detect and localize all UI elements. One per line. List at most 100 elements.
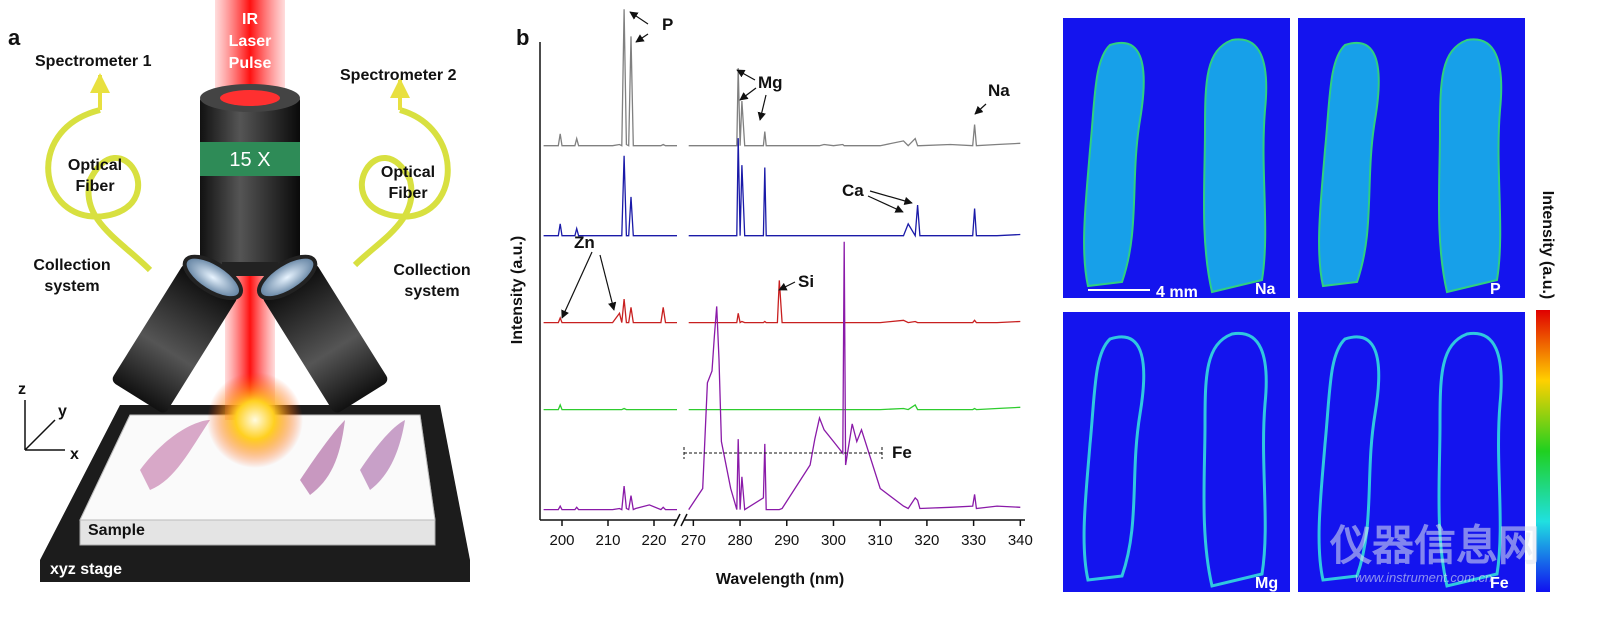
x-tick-label: 310 [868,532,893,549]
collection-label: system [404,283,459,300]
tissue-map [1318,42,1380,288]
peak-annotation: Ca [842,181,864,200]
tissue [300,420,345,495]
magnification: 15 X [229,149,270,171]
map-tissue [1318,38,1503,294]
x-tick-label: 280 [728,532,753,549]
map-label: Fe [1490,575,1509,592]
fe-bracket [683,447,883,459]
annotation-arrow [561,251,593,319]
tissue-map [1202,331,1268,588]
x-tick-label: 270 [681,532,706,549]
tissue-map [1083,42,1145,288]
objective-tip [222,262,278,276]
fiber-label: Optical [68,157,122,174]
axes-icon [24,400,65,451]
x-tick-label: 300 [821,532,846,549]
x-tick-label: 200 [549,532,574,549]
x-tick-label: 220 [641,532,666,549]
tissue [140,420,210,490]
fiber [352,107,451,268]
annotation-arrow [635,33,649,43]
x-tick-label: 290 [774,532,799,549]
collection-label: Collection [33,257,110,274]
schematic [24,0,470,582]
objective [200,95,300,265]
annotation-arrow [757,94,767,121]
axis-y: y [58,403,67,420]
x-axis-label: Wavelength (nm) [716,571,844,588]
x-tick-label: 340 [1008,532,1033,549]
map-tissue [1317,331,1503,588]
colorbar [1536,310,1550,592]
y-axis-label: Intensity (a.u.) [509,236,526,344]
spectrometer-label: Spectrometer 2 [340,67,457,84]
spectrum [543,486,677,511]
peak-annotation: Mg [758,73,783,92]
panel-label: b [516,25,529,50]
annotation-arrow [974,103,987,115]
x-tick-label: 210 [595,532,620,549]
map-panel [1063,312,1290,592]
map-label: Na [1255,281,1276,298]
colorbar-label: Intensity (a.u.) [1539,191,1556,299]
spectrometer-label: Spectrometer 1 [35,53,152,70]
map-label: P [1490,281,1501,298]
axis-z: z [18,381,26,398]
annotation-arrow [599,254,617,311]
spectrum [543,403,677,411]
spectrum [543,9,677,147]
spectrum [688,68,1021,147]
annotation-arrow [778,281,796,291]
tissue-map [1437,38,1503,294]
peak-annotation: Si [798,272,814,291]
axis-x: x [70,446,79,463]
annotation-arrow [736,69,756,81]
annotation-arrow [629,11,649,25]
collection-label: system [44,278,99,295]
map-tissue [1083,38,1268,294]
peak-annotation: Fe [892,443,912,462]
spectrum [543,299,677,324]
collector [112,254,243,413]
peak-annotation: Zn [574,233,595,252]
spectrum [688,280,1021,324]
x-tick-label: 320 [914,532,939,549]
fiber [45,107,153,273]
collector [257,254,388,413]
annotation-arrow [869,190,913,205]
axis-break [673,513,688,527]
fiber-label: Fiber [75,178,114,195]
map-label: Mg [1255,575,1278,592]
fiber-label: Fiber [388,185,427,202]
spectrum [688,403,1021,411]
spectrum [688,138,1021,238]
tissue [360,420,405,490]
collection-label: Collection [393,262,470,279]
spectrum [688,241,1021,511]
plasma [207,372,303,468]
scale-bar-label: 4 mm [1156,284,1198,301]
watermark: 仪器信息网 [1329,522,1540,569]
annotation-arrow [739,87,757,101]
annotation-arrow [867,195,904,213]
watermark-url: www.instrument.com.cn [1355,570,1492,585]
tissue-map [1317,335,1381,582]
panel-label: a [8,25,21,50]
sample-label: Sample [88,522,145,539]
peak-annotation: P [662,15,673,34]
laser-label: Laser [229,33,272,50]
peak-annotation: Na [988,81,1010,100]
laser-label: Pulse [229,55,272,72]
tissue-map [1082,335,1146,582]
fiber-label: Optical [381,164,435,181]
map-tissue [1082,331,1268,588]
objective-band [200,142,300,176]
stage-label: xyz stage [50,561,122,578]
x-tick-label: 330 [961,532,986,549]
tissue-map [1437,331,1503,588]
tissue-map [1202,38,1268,294]
laser-label: IR [242,11,258,28]
spectrum [543,155,677,237]
